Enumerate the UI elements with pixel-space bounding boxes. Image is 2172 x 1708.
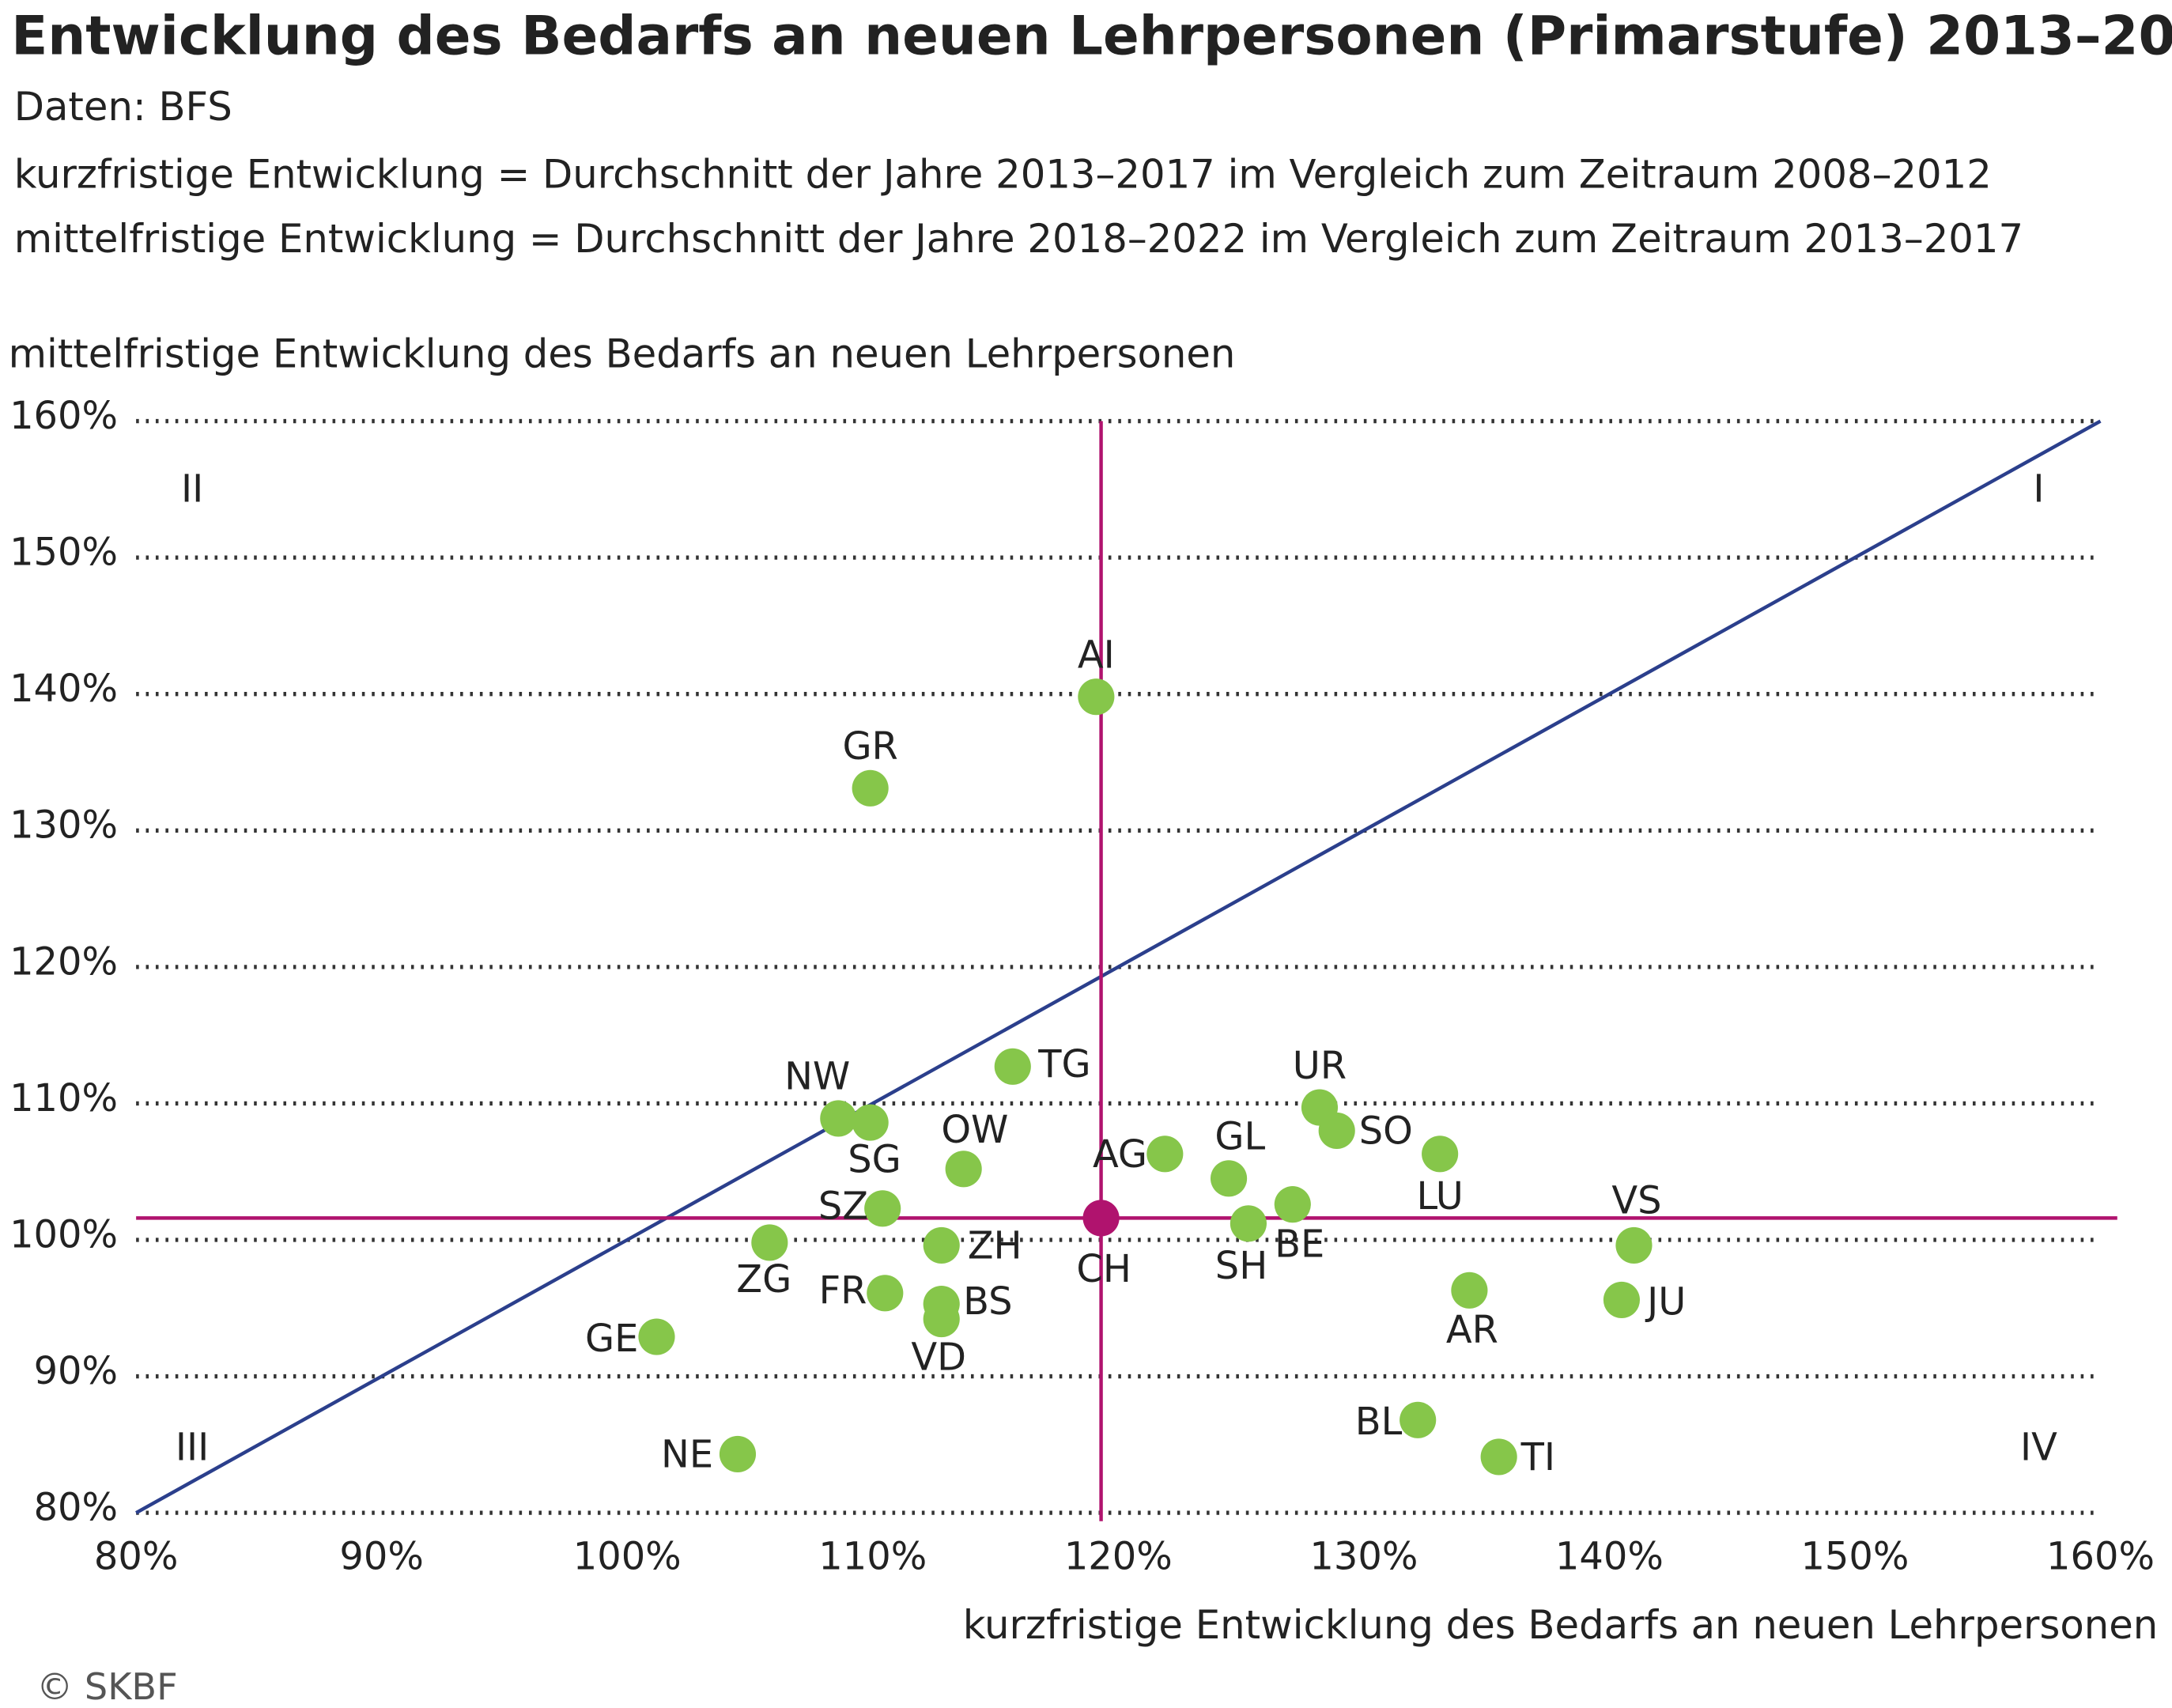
point-label: AI: [1078, 633, 1115, 677]
point-label: GE: [585, 1317, 638, 1361]
point: [719, 1435, 757, 1473]
point: [945, 1151, 982, 1188]
point-label: LU: [1416, 1175, 1463, 1219]
y-tick-label: 150%: [9, 531, 118, 575]
x-tick-label: 130%: [1309, 1536, 1418, 1579]
point: [864, 1190, 901, 1227]
diagonal-line: [135, 419, 2102, 1515]
point: [867, 1275, 904, 1312]
x-tick-label: 90%: [339, 1536, 423, 1579]
x-tick-label: 150%: [1800, 1536, 1909, 1579]
point-label: SH: [1215, 1245, 1267, 1288]
y-tick-label: 140%: [9, 667, 118, 711]
point: [1400, 1401, 1437, 1438]
point-label: VD: [911, 1336, 966, 1380]
point: [820, 1100, 857, 1137]
point: [1422, 1136, 1459, 1173]
point-label: GL: [1214, 1116, 1265, 1159]
x-tick-label: 110%: [818, 1536, 927, 1579]
point: [1615, 1226, 1653, 1264]
y-tick-label: 90%: [34, 1350, 118, 1393]
y-axis-label: mittelfristige Entwicklung des Bedarfs a…: [9, 331, 1236, 376]
point: [852, 769, 889, 807]
point-label: JU: [1645, 1280, 1686, 1324]
point-label: ZG: [736, 1258, 791, 1302]
y-tick-label: 100%: [9, 1213, 118, 1256]
point-label: FR: [819, 1269, 867, 1313]
subtitle: Daten: BFS: [14, 84, 232, 130]
point: [1078, 678, 1115, 716]
point-label: NE: [661, 1433, 713, 1476]
point: [923, 1301, 960, 1338]
y-tick-label: 110%: [9, 1077, 118, 1120]
point: [1480, 1438, 1517, 1476]
x-tick-label: 120%: [1064, 1536, 1173, 1579]
point-label: TG: [1037, 1043, 1090, 1086]
point: [1210, 1160, 1248, 1197]
subtitle: kurzfristige Entwicklung = Durchschnitt …: [14, 151, 1992, 197]
point-label: SO: [1359, 1109, 1413, 1153]
quadrant-label: III: [176, 1426, 209, 1469]
y-tick-label: 120%: [9, 940, 118, 984]
point-label: BL: [1355, 1400, 1403, 1444]
y-tick-label: 130%: [9, 804, 118, 848]
x-axis-label: kurzfristige Entwicklung des Bedarfs an …: [963, 1602, 2158, 1648]
x-tick-label: 140%: [1555, 1536, 1664, 1579]
point: [1230, 1205, 1267, 1242]
reference-point: [1082, 1200, 1120, 1237]
quadrant-label: I: [2033, 467, 2044, 511]
point-label: UR: [1293, 1045, 1347, 1088]
reference-label: CH: [1076, 1248, 1131, 1291]
point: [1451, 1272, 1488, 1309]
x-tick-label: 160%: [2046, 1536, 2155, 1579]
point: [923, 1226, 960, 1264]
y-tick-label: 80%: [34, 1487, 118, 1530]
point: [994, 1048, 1031, 1085]
point-label: SZ: [818, 1185, 868, 1228]
point-label: VS: [1611, 1180, 1661, 1223]
point: [1603, 1281, 1641, 1319]
point-label: AG: [1093, 1133, 1147, 1177]
x-tick-label: 100%: [573, 1536, 682, 1579]
point-label: BE: [1275, 1222, 1324, 1266]
point-label: ZH: [968, 1224, 1022, 1268]
point-label: SG: [848, 1138, 901, 1181]
point: [751, 1224, 788, 1261]
point-label: OW: [941, 1109, 1008, 1152]
footer: © SKBF: [36, 1665, 178, 1708]
chart-title: Entwicklung des Bedarfs an neuen Lehrper…: [11, 4, 2172, 66]
quadrant-label: II: [181, 467, 203, 511]
point-label: GR: [842, 725, 897, 769]
x-tick-label: 80%: [94, 1536, 178, 1579]
y-tick-label: 160%: [9, 395, 118, 438]
point: [1318, 1112, 1355, 1150]
point: [638, 1318, 675, 1355]
point-label: BS: [963, 1280, 1012, 1324]
point-label: NW: [784, 1056, 850, 1099]
point: [1274, 1186, 1311, 1223]
point-label: TI: [1520, 1436, 1555, 1479]
point: [1146, 1136, 1184, 1173]
point: [852, 1104, 889, 1141]
point-label: AR: [1446, 1309, 1498, 1352]
subtitle: mittelfristige Entwicklung = Durchschnit…: [14, 216, 2023, 262]
quadrant-label: IV: [2020, 1426, 2057, 1469]
